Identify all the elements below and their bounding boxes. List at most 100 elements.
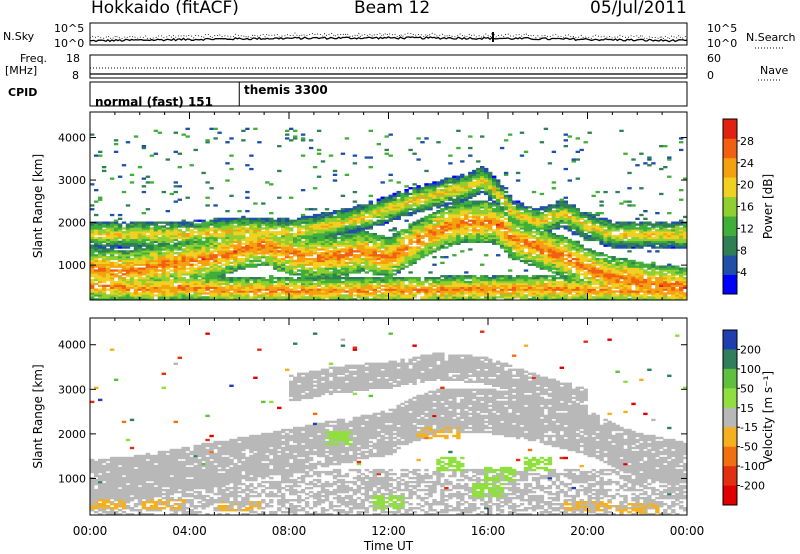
range-cell <box>325 294 329 296</box>
range-cell <box>118 281 122 283</box>
range-cell <box>528 241 532 243</box>
range-cell <box>460 237 464 239</box>
range-cell <box>456 239 460 241</box>
range-cell <box>373 281 377 283</box>
range-cell <box>325 268 329 270</box>
range-cell <box>365 225 369 227</box>
range-cell <box>341 281 345 283</box>
range-cell <box>444 185 448 187</box>
range-cell <box>154 294 158 296</box>
range-cell <box>186 135 190 137</box>
range-cell <box>408 254 412 256</box>
range-cell <box>293 248 297 250</box>
range-cell <box>205 268 209 270</box>
range-cell <box>126 250 130 252</box>
range-cell <box>504 239 508 241</box>
range-cell <box>102 222 106 224</box>
range-cell <box>317 289 321 291</box>
range-cell <box>428 199 432 201</box>
range-cell <box>329 268 333 270</box>
range-cell <box>337 210 341 212</box>
range-cell <box>90 208 94 210</box>
range-cell <box>464 222 468 224</box>
range-cell <box>516 172 520 174</box>
range-cell <box>448 233 452 235</box>
range-cell <box>313 268 317 270</box>
range-cell <box>301 225 305 227</box>
range-cell <box>106 248 110 250</box>
range-cell <box>114 262 118 264</box>
range-cell <box>361 281 365 283</box>
range-cell <box>142 145 146 147</box>
range-cell <box>488 294 492 296</box>
range-cell <box>436 216 440 218</box>
range-cell <box>209 281 213 283</box>
range-cell <box>90 254 94 256</box>
range-cell <box>194 239 198 241</box>
range-cell <box>520 275 524 277</box>
range-cell <box>404 189 408 191</box>
range-cell <box>253 218 257 220</box>
range-cell <box>297 254 301 256</box>
range-cell <box>122 254 126 256</box>
range-cell <box>150 239 154 241</box>
range-cell <box>345 174 349 176</box>
range-cell <box>174 243 178 245</box>
range-cell <box>468 172 472 174</box>
range-cell <box>106 294 110 296</box>
range-cell <box>420 225 424 227</box>
range-cell <box>440 208 444 210</box>
range-cell <box>456 199 460 201</box>
range-cell <box>209 239 213 241</box>
range-cell <box>90 268 94 270</box>
range-cell <box>269 218 273 220</box>
range-cell <box>544 268 548 270</box>
range-cell <box>480 191 484 193</box>
range-cell <box>492 176 496 178</box>
range-cell <box>98 289 102 291</box>
range-cell <box>305 268 309 270</box>
range-cell <box>424 183 428 185</box>
range-cell <box>241 277 245 279</box>
range-cell <box>241 139 245 141</box>
range-cell <box>424 185 428 187</box>
range-cell <box>428 294 432 296</box>
range-cell <box>233 225 237 227</box>
range-cell <box>345 290 349 292</box>
range-cell <box>162 225 166 227</box>
range-cell <box>198 239 202 241</box>
range-cell <box>349 254 353 256</box>
range-cell <box>194 235 198 237</box>
range-cell <box>194 225 198 227</box>
range-cell <box>229 225 233 227</box>
range-cell <box>190 268 194 270</box>
range-cell <box>301 281 305 283</box>
range-cell <box>317 294 321 296</box>
range-cell <box>158 237 162 239</box>
range-cell <box>516 294 520 296</box>
range-cell <box>301 268 305 270</box>
range-cell <box>122 191 126 193</box>
range-cell <box>198 268 202 270</box>
range-cell <box>170 254 174 256</box>
range-cell <box>548 204 552 206</box>
range-cell <box>464 212 468 214</box>
range-cell <box>241 254 245 256</box>
range-cell <box>516 179 520 181</box>
range-cell <box>361 266 365 268</box>
range-cell <box>317 252 321 254</box>
range-cell <box>524 212 528 214</box>
range-cell <box>512 239 516 241</box>
range-cell <box>297 218 301 220</box>
range-cell <box>349 239 353 241</box>
range-cell <box>448 212 452 214</box>
range-cell <box>536 275 540 277</box>
range-cell <box>213 239 217 241</box>
range-cell <box>556 277 560 279</box>
range-cell <box>237 210 241 212</box>
range-cell <box>397 268 401 270</box>
range-cell <box>508 134 512 136</box>
range-cell <box>114 273 118 275</box>
range-cell <box>345 268 349 270</box>
